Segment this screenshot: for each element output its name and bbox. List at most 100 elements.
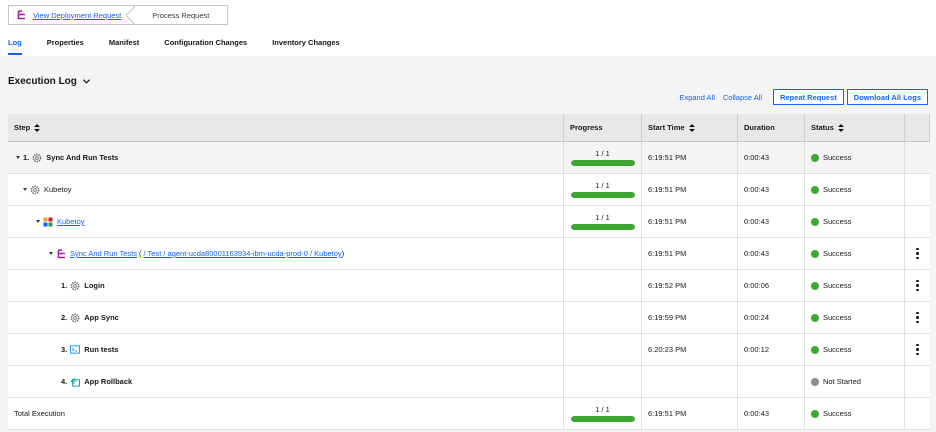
column-header-step[interactable]: Step xyxy=(8,114,564,141)
overflow-menu-icon[interactable] xyxy=(916,247,919,260)
chevron-down-icon xyxy=(82,79,90,84)
table-row[interactable]: 1. Login 6:19:52 PM 0:00:06 Success xyxy=(8,270,930,302)
column-start-label: Start Time xyxy=(648,123,685,132)
duration: 0:00:43 xyxy=(738,174,805,205)
overflow-menu-icon[interactable] xyxy=(916,311,919,324)
step-number: 3. xyxy=(61,345,68,354)
table-row[interactable]: 1. Sync And Run Tests 1 / 1 6:19:51 PM 0… xyxy=(8,142,930,174)
duration: 0:00:24 xyxy=(738,302,805,333)
progress-fill xyxy=(570,416,635,422)
breadcrumb: View Deployment Request Process Request xyxy=(8,5,229,25)
step-name: Login xyxy=(84,281,105,290)
tab-configuration-changes[interactable]: Configuration Changes xyxy=(164,38,248,47)
resource-path-link[interactable]: / Test / agent-ucda80001163934-ibm-ucda-… xyxy=(143,249,342,258)
progress-fill xyxy=(570,224,635,230)
section-title: Execution Log xyxy=(8,76,77,87)
status-text: Success xyxy=(823,345,852,354)
status-dot-icon xyxy=(811,409,819,418)
caret-down-icon[interactable] xyxy=(16,156,20,159)
progress-cell: 1 / 1 xyxy=(564,398,642,429)
caret-down-icon[interactable] xyxy=(36,220,40,223)
status-text: Success xyxy=(823,313,852,322)
status-cell: Success xyxy=(805,238,905,269)
sort-icon[interactable] xyxy=(688,123,695,132)
caret-down-icon[interactable] xyxy=(49,252,53,255)
step-number: 1. xyxy=(61,281,68,290)
overflow-menu-icon[interactable] xyxy=(916,279,919,292)
status-cell: Success xyxy=(805,142,905,173)
progress-text: 1 / 1 xyxy=(595,181,610,190)
sort-icon[interactable] xyxy=(34,123,41,132)
caret-down-icon[interactable] xyxy=(23,188,27,191)
collapse-all-button[interactable]: Collapse All xyxy=(722,92,763,102)
duration: 0:00:43 xyxy=(738,206,805,237)
row-menu-button[interactable] xyxy=(905,238,930,269)
toolbar: Expand All Collapse All Repeat Request D… xyxy=(679,89,928,105)
component-link[interactable]: Kubetoy xyxy=(57,217,85,226)
view-deployment-request-link[interactable]: View Deployment Request xyxy=(33,10,122,20)
tab-log[interactable]: Log xyxy=(8,35,22,55)
start-time: 6:20:23 PM xyxy=(642,334,738,365)
execution-log-toggle[interactable]: Execution Log xyxy=(8,76,91,87)
row-menu-button[interactable] xyxy=(905,302,930,333)
duration xyxy=(738,366,805,397)
column-header-menu xyxy=(905,114,930,141)
status-dot-icon xyxy=(811,217,819,226)
row-menu-button[interactable] xyxy=(905,270,930,301)
step-cell: 3. Run tests xyxy=(8,334,564,365)
progress-text: 1 / 1 xyxy=(595,405,610,414)
gear-icon xyxy=(30,185,40,195)
status-text: Success xyxy=(823,409,852,418)
step-name: Kubetoy xyxy=(44,185,72,194)
column-header-start-time[interactable]: Start Time xyxy=(642,114,738,141)
table-row[interactable]: Kubetoy 1 / 1 6:19:51 PM 0:00:43 Success xyxy=(8,206,930,238)
path-paren-close: ) xyxy=(341,249,345,258)
sort-icon[interactable] xyxy=(837,123,844,132)
status-dot-icon xyxy=(811,249,819,258)
table-row[interactable]: Kubetoy 1 / 1 6:19:51 PM 0:00:43 Success xyxy=(8,174,930,206)
terminal-icon xyxy=(70,345,81,355)
progress-cell xyxy=(564,334,642,365)
process-tree-icon xyxy=(17,10,25,20)
step-name: App Sync xyxy=(84,313,119,322)
start-time: 6:19:51 PM xyxy=(642,398,738,429)
expand-all-button[interactable]: Expand All xyxy=(679,92,715,102)
step-number: 1. xyxy=(23,153,30,162)
table-row[interactable]: Sync And Run Tests ( / Test / agent-ucda… xyxy=(8,238,930,270)
status-cell: Success xyxy=(805,174,905,205)
path-paren-open: ( xyxy=(138,249,142,258)
progress-cell: 1 / 1 xyxy=(564,142,642,173)
start-time xyxy=(642,366,738,397)
total-row: Total Execution 1 / 1 6:19:51 PM 0:00:43… xyxy=(8,398,930,430)
repeat-request-button[interactable]: Repeat Request xyxy=(773,89,844,105)
table-row[interactable]: 4. App Rollback Not Started xyxy=(8,366,930,398)
progress-bar xyxy=(570,224,635,230)
progress-bar xyxy=(570,160,635,166)
status-dot-icon xyxy=(811,281,819,290)
gear-icon xyxy=(70,313,80,323)
overflow-menu-icon[interactable] xyxy=(916,343,919,356)
status-cell: Not Started xyxy=(805,366,905,397)
tab-manifest[interactable]: Manifest xyxy=(108,38,140,47)
step-cell: 4. App Rollback xyxy=(8,366,564,397)
table-row[interactable]: 2. App Sync 6:19:59 PM 0:00:24 Success xyxy=(8,302,930,334)
breadcrumb-item-deployment[interactable]: View Deployment Request xyxy=(8,5,135,25)
status-cell: Success xyxy=(805,302,905,333)
table-header: Step Progress Start Time Duration Status xyxy=(8,114,930,142)
status-dot-icon xyxy=(811,345,819,354)
download-all-logs-button[interactable]: Download All Logs xyxy=(846,89,928,105)
column-status-label: Status xyxy=(811,123,834,132)
column-header-progress: Progress xyxy=(564,114,642,141)
column-header-duration: Duration xyxy=(738,114,805,141)
tab-inventory-changes[interactable]: Inventory Changes xyxy=(272,38,340,47)
row-menu-button[interactable] xyxy=(905,334,930,365)
column-header-status[interactable]: Status xyxy=(805,114,905,141)
status-dot-icon xyxy=(811,153,819,162)
process-link[interactable]: Sync And Run Tests xyxy=(70,249,137,258)
row-menu-cell xyxy=(905,174,930,205)
execution-table: Step Progress Start Time Duration Status… xyxy=(8,114,930,430)
gear-icon xyxy=(70,281,80,291)
tab-properties[interactable]: Properties xyxy=(46,38,84,47)
status-text: Success xyxy=(823,249,852,258)
table-row[interactable]: 3. Run tests 6:20:23 PM 0:00:12 Success xyxy=(8,334,930,366)
